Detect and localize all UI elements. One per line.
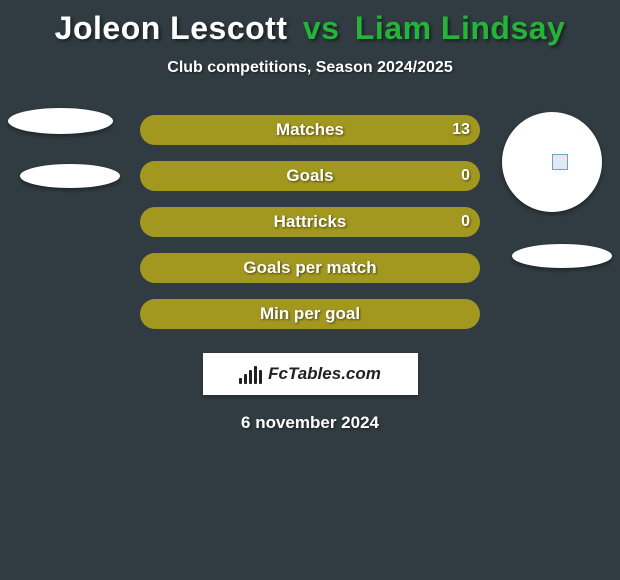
vs-label: vs [303,10,340,46]
stat-label: Goals [286,166,333,186]
stat-label: Hattricks [274,212,347,232]
footer-date: 6 november 2024 [0,413,620,433]
stat-label: Goals per match [243,258,376,278]
bar-chart-icon [239,364,262,384]
player1-ellipse-2 [20,164,120,188]
stat-row: Min per goal [10,291,610,337]
watermark-box: FcTables.com [203,353,418,395]
subtitle: Club competitions, Season 2024/2025 [0,59,620,77]
stat-value: 13 [452,121,470,139]
placeholder-image-icon [552,154,568,170]
stat-value: 0 [461,213,470,231]
stat-bar: Hattricks 0 [140,207,480,237]
stat-bar: Matches 13 [140,115,480,145]
stat-bar: Goals per match [140,253,480,283]
player1-ellipse-1 [8,108,113,134]
stat-bar: Goals 0 [140,161,480,191]
stat-bar: Min per goal [140,299,480,329]
stat-row: Hattricks 0 [10,199,610,245]
player2-name: Liam Lindsay [355,10,566,46]
stat-value: 0 [461,167,470,185]
comparison-title: Joleon Lescott vs Liam Lindsay [0,0,620,47]
player1-name: Joleon Lescott [55,10,288,46]
stat-label: Min per goal [260,304,360,324]
stat-label: Matches [276,120,344,140]
watermark-text: FcTables.com [268,364,381,384]
player2-ellipse-2 [512,244,612,268]
